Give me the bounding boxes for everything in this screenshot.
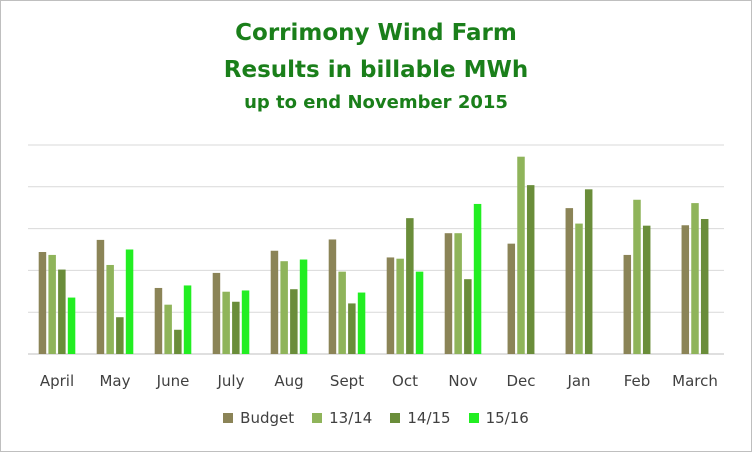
bar-13-14-dec — [517, 156, 525, 354]
bar-13-14-jan — [575, 223, 583, 354]
x-tick-label: April — [40, 372, 74, 390]
legend-item-budget: Budget — [223, 409, 294, 427]
bar-budget-oct — [386, 257, 395, 354]
bar-14-15-sept — [348, 303, 356, 354]
bar-14-15-feb — [642, 225, 651, 354]
bar-budget-april — [38, 252, 47, 354]
bar-13-14-july — [222, 291, 230, 354]
legend: Budget 13/14 14/15 15/16 — [0, 409, 752, 427]
bar-15-16-april — [67, 297, 76, 354]
x-tick-label: Nov — [448, 372, 477, 390]
bar-13-14-aug — [280, 261, 288, 354]
x-tick-label: Jan — [566, 372, 590, 390]
chart-subtitle-period: up to end November 2015 — [244, 92, 508, 113]
legend-swatch — [468, 413, 479, 423]
x-tick-label: Sept — [330, 372, 364, 390]
bar-15-16-nov — [473, 203, 482, 354]
bar-budget-june — [154, 287, 163, 354]
bar-14-15-july — [232, 301, 240, 354]
x-tick-label: July — [217, 372, 245, 390]
x-tick-label: Dec — [506, 372, 535, 390]
bar-15-16-may — [125, 249, 134, 354]
bar-13-14-april — [48, 254, 56, 354]
bar-budget-july — [212, 272, 221, 354]
bar-15-16-july — [241, 290, 250, 354]
legend-swatch — [312, 413, 323, 423]
bar-13-14-may — [106, 264, 114, 354]
bar-14-15-jan — [584, 189, 593, 354]
bar-14-15-oct — [406, 218, 414, 354]
bar-13-14-oct — [396, 258, 404, 354]
legend-swatch — [223, 413, 234, 423]
bar-15-16-sept — [357, 292, 366, 354]
bar-budget-aug — [270, 250, 279, 354]
bar-14-15-aug — [290, 289, 298, 354]
bar-budget-feb — [623, 254, 632, 354]
bar-14-15-nov — [464, 279, 472, 354]
x-tick-label: May — [99, 372, 130, 390]
bar-15-16-aug — [299, 259, 308, 354]
bar-14-15-may — [116, 317, 124, 354]
bar-14-15-dec — [526, 185, 535, 354]
bar-14-15-april — [58, 269, 66, 354]
chart-title: Corrimony Wind Farm — [235, 20, 517, 46]
legend-swatch — [390, 413, 401, 423]
bar-14-15-march — [700, 218, 709, 354]
bar-budget-nov — [444, 233, 453, 354]
bar-budget-dec — [507, 243, 516, 354]
bar-13-14-march — [691, 203, 699, 354]
legend-item-15-16: 15/16 — [468, 409, 529, 427]
bar-13-14-nov — [454, 233, 462, 354]
legend-label: 13/14 — [329, 409, 373, 427]
chart-subtitle: Results in billable MWh — [223, 57, 529, 83]
x-tick-label: June — [156, 372, 190, 390]
x-tick-label: March — [672, 372, 718, 390]
bar-budget-jan — [565, 208, 574, 354]
bar-14-15-june — [174, 329, 182, 354]
x-tick-label: Aug — [274, 372, 303, 390]
x-tick-label: Feb — [624, 372, 651, 390]
bar-13-14-sept — [338, 271, 346, 354]
bar-15-16-june — [183, 285, 192, 354]
bar-budget-may — [96, 239, 105, 354]
legend-item-13-14: 13/14 — [312, 409, 372, 427]
legend-label: Budget — [240, 409, 295, 427]
bar-budget-sept — [328, 239, 337, 354]
legend-label: 15/16 — [485, 409, 529, 427]
bar-budget-march — [681, 225, 690, 354]
legend-label: 14/15 — [407, 409, 451, 427]
legend-item-14-15: 14/15 — [390, 409, 451, 427]
bar-13-14-feb — [633, 199, 641, 354]
bar-15-16-oct — [415, 271, 424, 354]
x-tick-label: Oct — [392, 372, 418, 390]
bar-13-14-june — [164, 304, 172, 354]
